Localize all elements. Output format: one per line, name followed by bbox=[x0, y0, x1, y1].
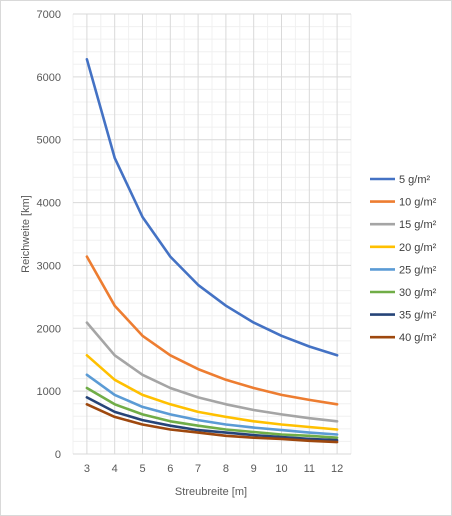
x-tick-label: 5 bbox=[139, 463, 145, 475]
series-line-8 bbox=[85, 402, 339, 444]
x-tick-label: 4 bbox=[112, 463, 118, 475]
x-tick-label: 12 bbox=[331, 463, 343, 475]
x-tick-label: 6 bbox=[167, 463, 173, 475]
legend-item: 15 g/m² bbox=[370, 219, 437, 231]
y-tick-label: 2000 bbox=[37, 323, 61, 335]
x-tick-label: 9 bbox=[251, 463, 257, 475]
legend-item: 25 g/m² bbox=[370, 264, 437, 276]
x-tick-label: 10 bbox=[275, 463, 287, 475]
series-lines bbox=[85, 57, 339, 444]
series-line-1 bbox=[85, 57, 339, 357]
legend-item: 20 g/m² bbox=[370, 242, 437, 254]
grid bbox=[72, 13, 352, 455]
x-tick-label: 11 bbox=[304, 463, 315, 475]
legend-item: 10 g/m² bbox=[370, 197, 437, 209]
legend-label: 30 g/m² bbox=[399, 287, 437, 299]
y-tick-label: 1000 bbox=[37, 386, 61, 398]
axes: 0 1000 2000 3000 4000 5000 6000 7000 3 4 5 6 7 8 9 10 11… bbox=[37, 9, 344, 475]
legend: 5 g/m² 10 g/m² 15 g/m² 20 g/m² 25 g/m² 30 g/m… bbox=[370, 174, 437, 344]
legend-label: 40 g/m² bbox=[399, 332, 437, 344]
x-tick-label: 8 bbox=[223, 463, 229, 475]
series-line-3 bbox=[85, 321, 339, 423]
legend-label: 20 g/m² bbox=[399, 242, 437, 254]
legend-label: 5 g/m² bbox=[399, 174, 431, 186]
series-line-6 bbox=[85, 386, 339, 440]
series-line-4 bbox=[85, 353, 339, 431]
legend-label: 10 g/m² bbox=[399, 197, 437, 209]
legend-item: 5 g/m² bbox=[370, 174, 431, 186]
y-axis-title: Reichweite [km] bbox=[20, 195, 32, 273]
legend-item: 30 g/m² bbox=[370, 287, 437, 299]
series-line-5 bbox=[85, 373, 339, 436]
y-tick-label: 6000 bbox=[37, 72, 61, 84]
legend-item: 40 g/m² bbox=[370, 332, 437, 344]
x-tick-label: 3 bbox=[84, 463, 90, 475]
y-tick-label: 4000 bbox=[37, 198, 61, 210]
y-tick-label: 0 bbox=[55, 449, 61, 461]
y-tick-label: 7000 bbox=[37, 9, 61, 21]
y-tick-label: 5000 bbox=[37, 135, 61, 147]
x-tick-label: 7 bbox=[195, 463, 201, 475]
legend-label: 35 g/m² bbox=[399, 310, 437, 322]
series-line-2 bbox=[85, 255, 339, 406]
y-tick-label: 3000 bbox=[37, 260, 61, 272]
series-line-7 bbox=[85, 396, 339, 442]
legend-item: 35 g/m² bbox=[370, 310, 437, 322]
legend-label: 15 g/m² bbox=[399, 219, 437, 231]
legend-label: 25 g/m² bbox=[399, 264, 437, 276]
x-axis-title: Streubreite [m] bbox=[175, 486, 247, 498]
